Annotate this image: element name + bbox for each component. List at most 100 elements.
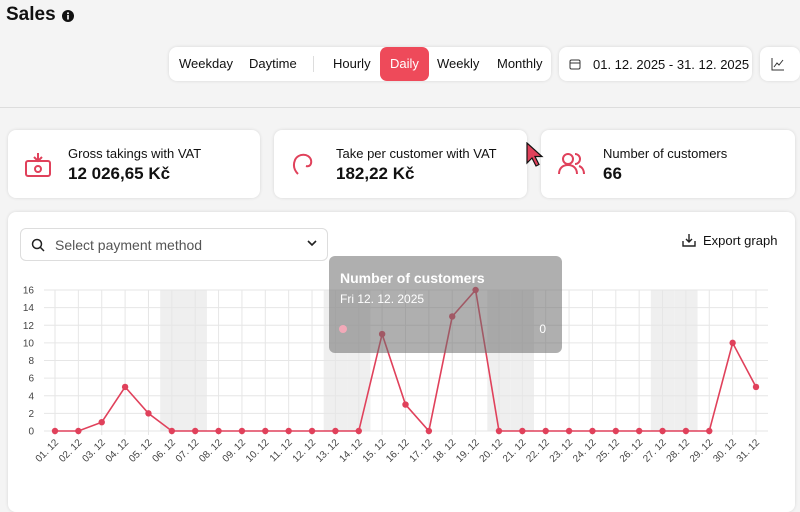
y-tick-label: 4 bbox=[28, 391, 34, 402]
x-tick-label: 18. 12 bbox=[431, 437, 459, 465]
x-tick-label: 27. 12 bbox=[641, 437, 669, 465]
card-value: 182,22 Kč bbox=[336, 164, 415, 183]
card: Number of customers 66 bbox=[541, 130, 795, 198]
tooltip: Number of customers Fri 12. 12. 2025 0 bbox=[329, 256, 562, 353]
y-tick-label: 12 bbox=[23, 321, 35, 332]
card-label: Number of customers bbox=[603, 146, 728, 161]
point bbox=[495, 427, 503, 435]
point bbox=[402, 401, 409, 408]
x-tick-label: 10. 12 bbox=[244, 437, 272, 465]
x-tick-label: 24. 12 bbox=[571, 437, 599, 465]
tab[interactable]: Monthly bbox=[497, 56, 543, 71]
cursor bbox=[526, 142, 544, 167]
date-picker[interactable]: 01. 12. 2025 - 31. 12. 2025 bbox=[559, 47, 752, 81]
x-tick-label: 16. 12 bbox=[384, 437, 412, 465]
y-tick-label: 16 bbox=[23, 286, 35, 297]
x-tick-label: 05. 12 bbox=[127, 437, 155, 465]
point bbox=[262, 427, 269, 435]
tab[interactable]: Weekly bbox=[437, 56, 480, 71]
tab[interactable]: Daytime bbox=[249, 56, 297, 71]
separator bbox=[313, 56, 314, 72]
card-label: Take per customer with VAT bbox=[336, 146, 497, 161]
x-tick-label: 28. 12 bbox=[665, 437, 693, 465]
tab-bar: Weekday Daytime Hourly Daily Weekly Monthly bbox=[169, 47, 551, 81]
x-tick-label: 12. 12 bbox=[291, 437, 319, 465]
y-tick-label: 10 bbox=[23, 338, 35, 349]
point bbox=[168, 427, 176, 435]
point bbox=[706, 427, 713, 435]
tab[interactable]: Hourly bbox=[333, 56, 371, 71]
point bbox=[729, 339, 736, 347]
point bbox=[238, 427, 246, 435]
x-tick-label: 21. 12 bbox=[501, 437, 529, 465]
point bbox=[98, 418, 105, 426]
card: Gross takings with VAT 12 026,65 Kč bbox=[8, 130, 260, 198]
point bbox=[192, 427, 199, 435]
y-tick-label: 14 bbox=[23, 303, 35, 314]
point bbox=[752, 383, 760, 391]
chart-icon bbox=[771, 58, 784, 71]
payment-select[interactable]: Select payment method bbox=[20, 228, 328, 261]
x-tick-label: 29. 12 bbox=[688, 437, 716, 465]
point bbox=[659, 427, 666, 435]
x-tick-label: 06. 12 bbox=[151, 437, 179, 465]
tooltip-value: 0 bbox=[539, 322, 546, 336]
x-tick-label: 09. 12 bbox=[221, 437, 249, 465]
point bbox=[51, 427, 59, 435]
card-icon bbox=[25, 153, 51, 177]
card-label: Gross takings with VAT bbox=[68, 146, 202, 161]
point bbox=[542, 427, 549, 435]
chevron bbox=[307, 240, 317, 247]
x-tick-label: 30. 12 bbox=[711, 437, 739, 465]
point bbox=[121, 383, 129, 391]
point bbox=[145, 410, 152, 417]
tab[interactable]: Daily bbox=[380, 47, 429, 81]
point bbox=[425, 427, 433, 435]
x-tick-label: 31. 12 bbox=[735, 437, 763, 465]
y-tick-label: 6 bbox=[28, 374, 34, 385]
point bbox=[565, 427, 573, 435]
x-tick-label: 23. 12 bbox=[548, 437, 576, 465]
x-tick-label: 26. 12 bbox=[618, 437, 646, 465]
divider bbox=[0, 107, 800, 108]
point bbox=[682, 427, 690, 435]
page: Sales Weekday Daytime Hourly Daily Weekly Mon… bbox=[0, 4, 800, 512]
point bbox=[308, 427, 316, 435]
point bbox=[589, 427, 596, 435]
x-tick-label: 20. 12 bbox=[478, 437, 506, 465]
search-icon bbox=[31, 238, 45, 252]
point bbox=[215, 427, 222, 435]
x-tick-label: 17. 12 bbox=[408, 437, 436, 465]
y-tick-label: 2 bbox=[28, 409, 34, 420]
card-icon bbox=[293, 153, 313, 175]
select-placeholder: Select payment method bbox=[55, 237, 203, 253]
point bbox=[355, 427, 362, 435]
card: Take per customer with VAT 182,22 Kč bbox=[274, 130, 527, 198]
tooltip-title: Number of customers bbox=[340, 270, 485, 286]
point bbox=[332, 427, 339, 435]
x-tick-label: 22. 12 bbox=[524, 437, 552, 465]
card-value: 66 bbox=[603, 164, 622, 183]
info-icon[interactable] bbox=[62, 10, 74, 22]
point bbox=[612, 427, 619, 435]
x-tick-label: 15. 12 bbox=[361, 437, 389, 465]
calendar-icon bbox=[569, 59, 581, 70]
page-title: Sales bbox=[6, 4, 56, 25]
x-tick-label: 14. 12 bbox=[337, 437, 365, 465]
point bbox=[75, 427, 82, 435]
y-tick-label: 0 bbox=[28, 427, 34, 438]
export-label: Export graph bbox=[703, 233, 778, 248]
x-tick-label: 01. 12 bbox=[34, 437, 62, 465]
x-tick-label: 04. 12 bbox=[104, 437, 132, 465]
chart-toggle[interactable] bbox=[760, 47, 800, 81]
x-tick-label: 03. 12 bbox=[80, 437, 108, 465]
card-value: 12 026,65 Kč bbox=[68, 164, 171, 183]
point bbox=[285, 427, 292, 435]
tab[interactable]: Weekday bbox=[179, 56, 233, 71]
tooltip-swatch bbox=[339, 325, 347, 333]
export-icon bbox=[682, 234, 696, 247]
card-icon bbox=[558, 153, 585, 175]
x-tick-label: 11. 12 bbox=[268, 437, 295, 464]
x-tick-label: 02. 12 bbox=[57, 437, 85, 465]
